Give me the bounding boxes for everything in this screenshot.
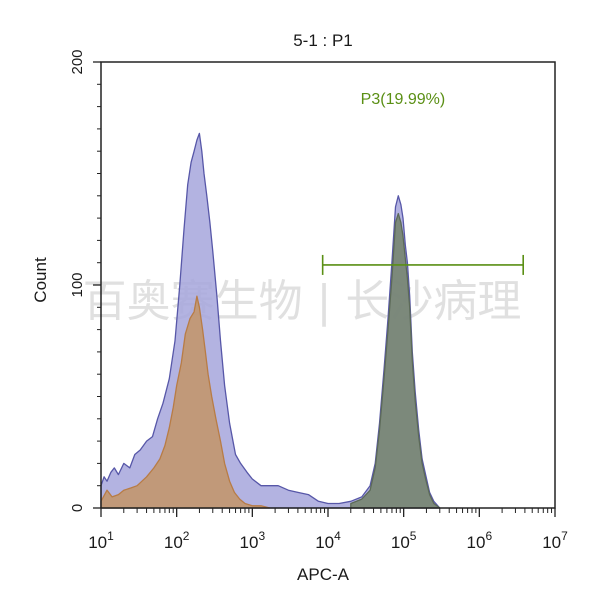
x-tick-label: 105 [391,529,417,552]
x-tick-label: 106 [467,529,493,552]
gate-label: P3(19.99%) [361,91,446,108]
y-axis-label: Count [31,257,50,303]
chart-title: 5-1 : P1 [293,31,353,50]
x-tick-label: 102 [164,529,190,552]
gate-p3[interactable]: P3(19.99%) [321,91,525,275]
histogram-series-3 [350,212,441,509]
histogram-series-2 [100,295,271,509]
watermark-text: 百奥赛生物 | 长沙病理 [83,276,522,327]
y-tick-label: 100 [69,272,86,297]
x-tick-label: 101 [88,529,114,552]
y-tick-label: 200 [69,49,86,74]
series-layer [100,132,441,509]
y-tick-label: 0 [69,504,86,512]
x-tick-label: 107 [542,529,568,552]
x-axis: 101 102 103 104 105 106 107 [88,508,568,552]
y-axis: 0 100 200 [69,49,101,512]
x-axis-label: APC-A [297,565,350,584]
x-tick-label: 103 [240,529,266,552]
x-tick-label: 104 [315,529,341,552]
